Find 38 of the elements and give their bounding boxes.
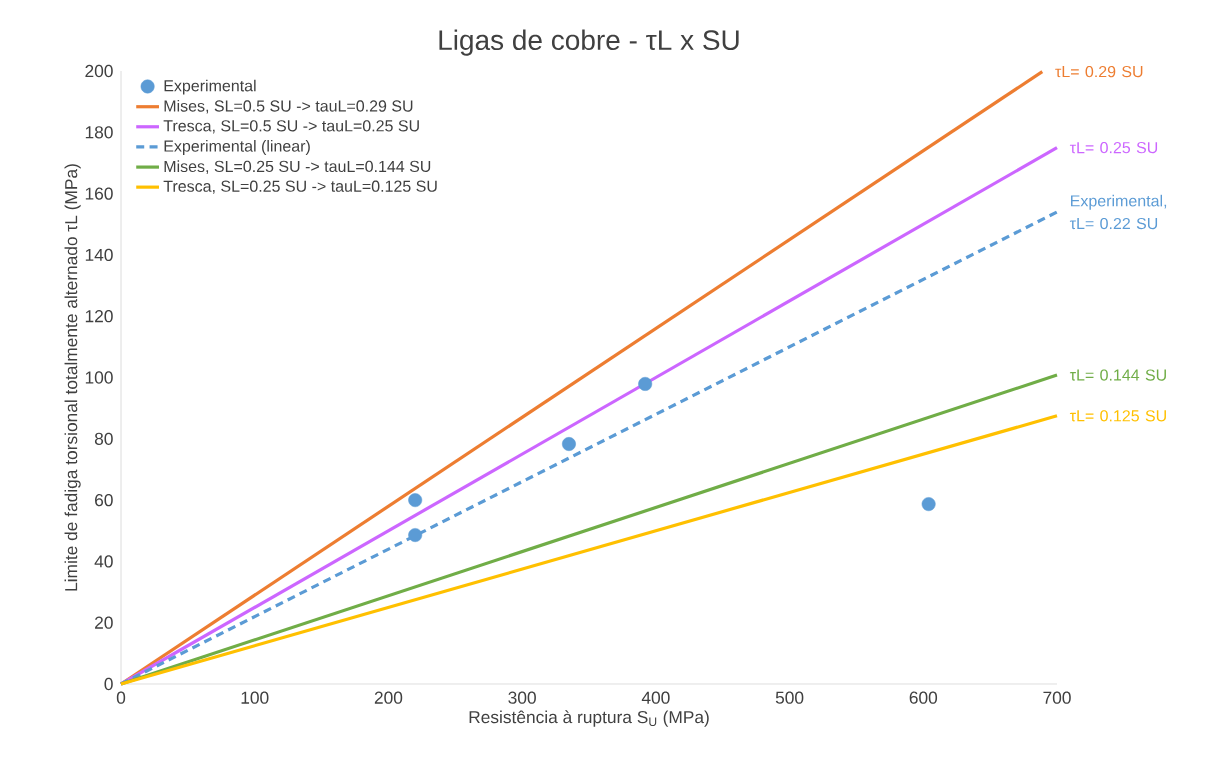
x-tick-label: 600 [909, 691, 938, 704]
y-axis-title: Limite de fadiga torsional totalmente alternado τL (MPa) [64, 164, 81, 591]
x-tick-label: 500 [775, 691, 804, 704]
text: τL= 0.144 SU [1069, 369, 1166, 381]
y-tick-label: 120 [85, 310, 113, 323]
annotation: τL= 0.29 SU [1055, 65, 1143, 78]
legend-label: Experimental [164, 79, 256, 95]
y-tick-label: 180 [85, 126, 113, 139]
text: τL= 0.25 SU [1069, 141, 1158, 154]
x-tick-label: 200 [374, 691, 403, 704]
legend-label: Tresca, SL=0.25 SU -> tauL=0.125 SU [163, 180, 437, 194]
y-tick-label: 60 [95, 493, 113, 507]
legend-label: Mises, SL=0.25 SU -> tauL=0.144 SU [164, 160, 431, 174]
legend-label: Tresca, SL=0.5 SU -> tauL=0.25 SU [163, 120, 419, 134]
point [562, 437, 576, 451]
x-tick-label: 700 [1043, 691, 1071, 704]
x-axis-title: Resistência à ruptura S$_{U}$ (MPa) [469, 710, 709, 727]
legend-label: Experimental (linear) [164, 140, 310, 155]
y-tick-label: 100 [85, 371, 113, 384]
y-tick-label: 20 [95, 616, 113, 629]
point [921, 497, 936, 512]
text: Experimental, τL= 0.22 SU [1069, 194, 1167, 230]
y-tick-label: 140 [85, 248, 113, 262]
y-tick-label: 40 [94, 555, 113, 568]
x-tick-label: 300 [508, 691, 536, 704]
point [408, 528, 423, 542]
x-tick-label: 0 [116, 691, 126, 704]
text: τL= 0.125 SU [1069, 410, 1166, 422]
y-tick-label: 0 [104, 677, 113, 691]
x-tick-label: 100 [241, 691, 269, 704]
y-tick-label: 80 [94, 432, 113, 445]
chart-title: Ligas de cobre - τL x SU [439, 29, 739, 56]
legend-label: Mises, SL=0.5 SU -> tauL=0.29 SU [164, 99, 413, 114]
point [638, 377, 653, 391]
y-tick-label: 200 [85, 64, 113, 78]
x-tick-label: 400 [641, 691, 670, 704]
y-tick-label: 160 [85, 187, 113, 200]
point [408, 493, 423, 508]
